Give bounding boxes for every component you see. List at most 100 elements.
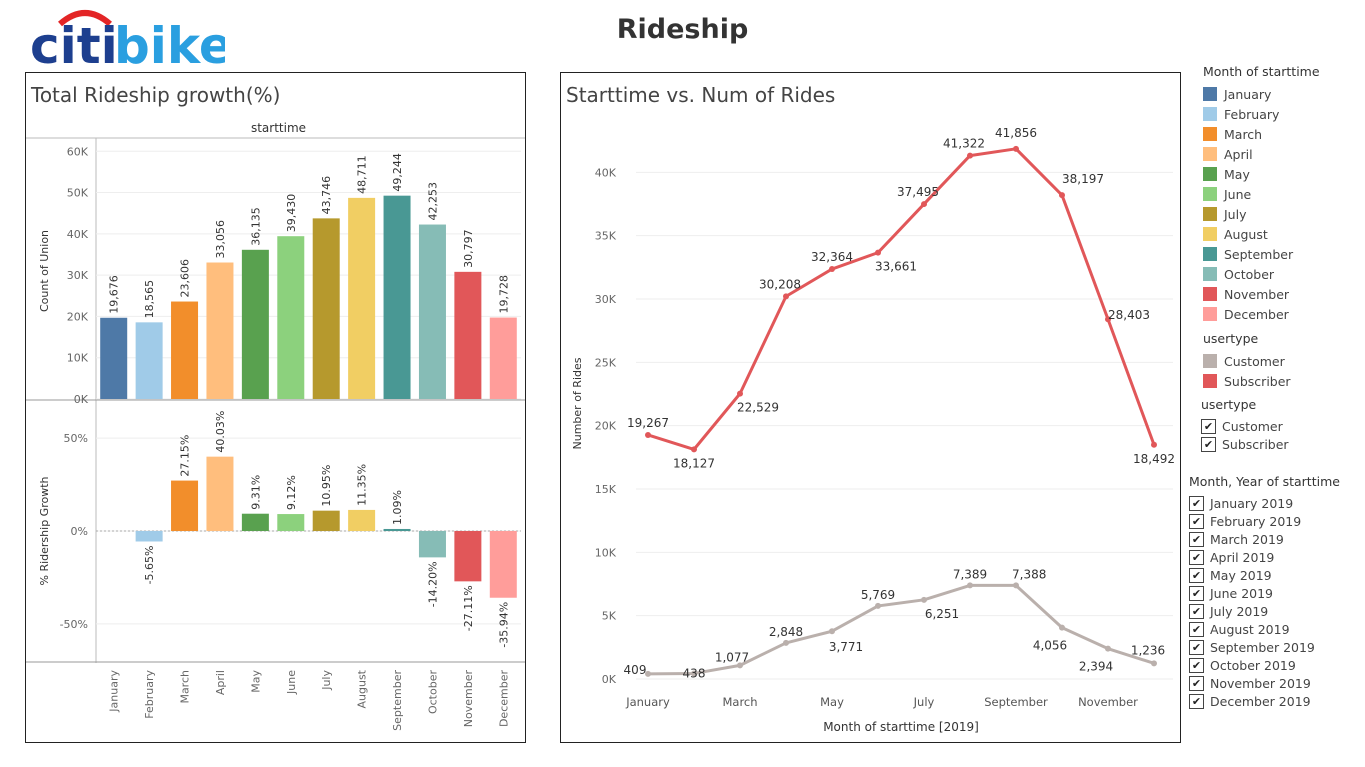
data-point — [1151, 660, 1157, 667]
data-label: 49,244 — [391, 153, 404, 192]
data-point — [783, 293, 789, 300]
data-label: 30,797 — [462, 229, 475, 268]
bar — [348, 197, 376, 399]
data-label: -27.11% — [462, 585, 475, 631]
legend-swatch — [1203, 127, 1217, 141]
data-point — [829, 628, 835, 635]
filter-october-2019[interactable]: ✔ October 2019 — [1189, 656, 1340, 674]
legend-item-may[interactable]: May — [1203, 164, 1320, 184]
data-label: 19,267 — [627, 416, 669, 430]
data-label: 27.15% — [179, 435, 192, 477]
bar — [135, 322, 163, 399]
checkbox-checked-icon[interactable]: ✔ — [1189, 495, 1204, 511]
data-label: 41,856 — [995, 126, 1037, 140]
y-tick-label: 35K — [595, 230, 617, 243]
data-label: -5.65% — [143, 545, 156, 584]
legend-item-february[interactable]: February — [1203, 104, 1320, 124]
checkbox-checked-icon[interactable]: ✔ — [1189, 513, 1204, 529]
legend-swatch — [1203, 187, 1217, 201]
filter-december-2019[interactable]: ✔ December 2019 — [1189, 692, 1340, 710]
filter-april-2019[interactable]: ✔ April 2019 — [1189, 548, 1340, 566]
legend-item-august[interactable]: August — [1203, 224, 1320, 244]
filter-june-2019[interactable]: ✔ June 2019 — [1189, 584, 1340, 602]
data-label: 40.03% — [214, 411, 227, 453]
data-label: -35.94% — [497, 602, 510, 648]
legend-item-june[interactable]: June — [1203, 184, 1320, 204]
data-label: 37,495 — [897, 185, 939, 199]
x-tick-label: November — [1078, 695, 1138, 709]
filter-february-2019[interactable]: ✔ February 2019 — [1189, 512, 1340, 530]
legend-item-subscriber[interactable]: Subscriber — [1203, 371, 1291, 391]
legend-item-november[interactable]: November — [1203, 284, 1320, 304]
y-tick-label: 10K — [67, 352, 89, 365]
checkbox-checked-icon[interactable]: ✔ — [1189, 657, 1204, 673]
data-point — [921, 596, 927, 603]
checkbox-checked-icon[interactable]: ✔ — [1201, 436, 1216, 452]
checkbox-checked-icon[interactable]: ✔ — [1189, 675, 1204, 691]
data-label: 43,746 — [320, 176, 333, 215]
legend-item-march[interactable]: March — [1203, 124, 1320, 144]
data-label: 4,056 — [1033, 639, 1067, 653]
legend-item-label: May — [1224, 166, 1250, 182]
checkbox-checked-icon[interactable]: ✔ — [1201, 418, 1216, 434]
legend-item-april[interactable]: April — [1203, 144, 1320, 164]
data-point — [691, 670, 697, 677]
filter-july-2019[interactable]: ✔ July 2019 — [1189, 602, 1340, 620]
filter-august-2019[interactable]: ✔ August 2019 — [1189, 620, 1340, 638]
filter-january-2019[interactable]: ✔ January 2019 — [1189, 494, 1340, 512]
checkbox-checked-icon[interactable]: ✔ — [1189, 531, 1204, 547]
logo-arc — [58, 10, 112, 27]
filter-label: August 2019 — [1210, 621, 1290, 637]
y-tick-label: 50% — [64, 432, 88, 445]
legend-item-january[interactable]: January — [1203, 84, 1320, 104]
series-line-subscriber — [647, 147, 1156, 451]
x-tick-label: September — [984, 695, 1048, 709]
checkbox-checked-icon[interactable]: ✔ — [1189, 567, 1204, 583]
checkbox-checked-icon[interactable]: ✔ — [1189, 603, 1204, 619]
checkbox-checked-icon[interactable]: ✔ — [1189, 621, 1204, 637]
legend-item-customer[interactable]: Customer — [1203, 351, 1291, 371]
x-tick-label: July — [320, 670, 333, 691]
checkbox-checked-icon[interactable]: ✔ — [1189, 549, 1204, 565]
y-tick-label: 50K — [67, 187, 89, 200]
data-label: -14.20% — [426, 561, 439, 607]
checkbox-checked-icon[interactable]: ✔ — [1189, 693, 1204, 709]
data-label: 10.95% — [320, 465, 333, 507]
data-label: 9.12% — [285, 475, 298, 510]
checkbox-checked-icon[interactable]: ✔ — [1189, 585, 1204, 601]
filter-may-2019[interactable]: ✔ May 2019 — [1189, 566, 1340, 584]
column-header: starttime — [251, 121, 306, 135]
legend-swatch — [1203, 287, 1217, 301]
filter-september-2019[interactable]: ✔ September 2019 — [1189, 638, 1340, 656]
filter-november-2019[interactable]: ✔ November 2019 — [1189, 674, 1340, 692]
legend-swatch — [1203, 247, 1217, 261]
legend-item-label: Subscriber — [1224, 373, 1291, 389]
data-point — [645, 670, 651, 677]
x-tick-label: January — [108, 670, 121, 713]
data-point — [1013, 582, 1019, 589]
legend-item-september[interactable]: September — [1203, 244, 1320, 264]
data-label: 32,364 — [811, 250, 853, 264]
y-tick-label: 60K — [67, 145, 89, 158]
data-label: 23,606 — [179, 259, 192, 298]
legend-item-july[interactable]: July — [1203, 204, 1320, 224]
legend-item-label: October — [1224, 266, 1275, 282]
data-point — [1105, 316, 1111, 323]
dashboard-title: Rideship — [616, 14, 749, 45]
y-tick-label: 0K — [602, 673, 617, 686]
bar — [418, 224, 446, 399]
usertype-filter: usertype ✔ Customer ✔ Subscriber — [1201, 397, 1289, 453]
data-label: 409 — [624, 663, 647, 677]
legend-swatch — [1203, 147, 1217, 161]
legend-item-october[interactable]: October — [1203, 264, 1320, 284]
filter-customer[interactable]: ✔ Customer — [1201, 417, 1289, 435]
filter-subscriber[interactable]: ✔ Subscriber — [1201, 435, 1289, 453]
filter-label: June 2019 — [1210, 585, 1274, 601]
checkbox-checked-icon[interactable]: ✔ — [1189, 639, 1204, 655]
filter-march-2019[interactable]: ✔ March 2019 — [1189, 530, 1340, 548]
ridership-growth-panel: Total Rideship growth(%) starttime 0K 10K 2… — [25, 72, 526, 743]
y-tick-label: 40K — [595, 166, 617, 179]
legend-item-december[interactable]: December — [1203, 304, 1320, 324]
filter-label: Customer — [1222, 418, 1283, 434]
data-label: 1.09% — [391, 490, 404, 525]
